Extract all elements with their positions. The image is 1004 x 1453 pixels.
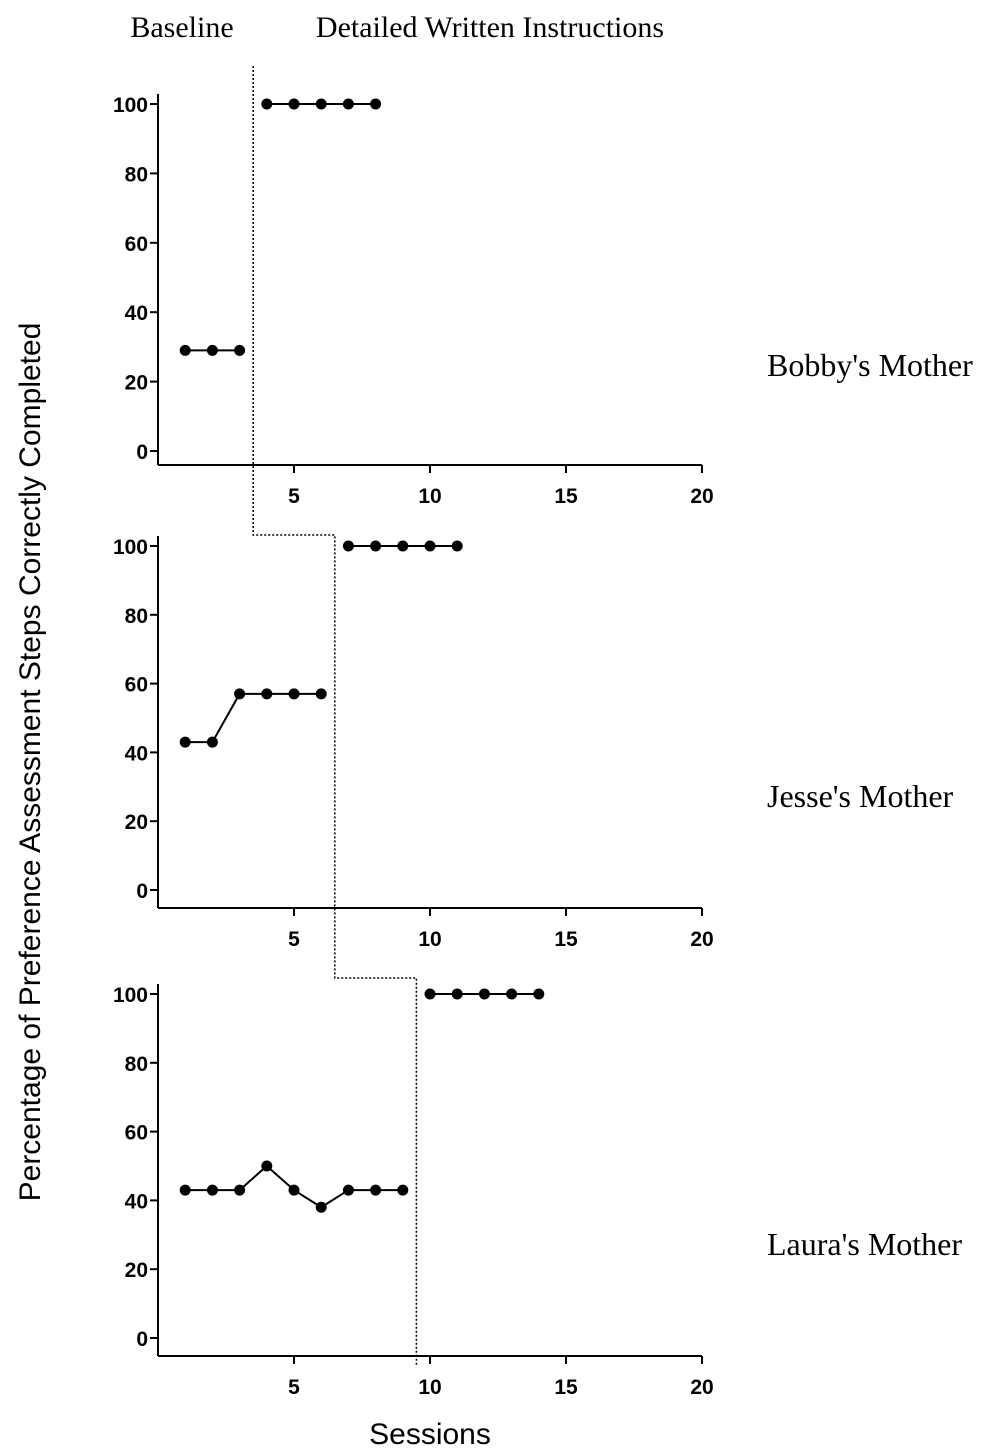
- y-tick-label: 40: [125, 302, 148, 325]
- x-tick-label: 15: [554, 485, 578, 508]
- x-tick-label: 5: [288, 1376, 300, 1399]
- y-tick-label: 20: [125, 1259, 148, 1282]
- intervention-data-point: [424, 988, 436, 1000]
- y-tick-label: 80: [125, 605, 148, 628]
- y-tick-label: 60: [125, 1122, 148, 1145]
- baseline-phase-label: Baseline: [130, 11, 233, 44]
- baseline-data-point: [206, 736, 218, 748]
- baseline-data-point: [261, 1160, 273, 1172]
- panel-1: 0 20 40 60 80 100 5 10 15 20 Bobby's Mother: [113, 94, 973, 508]
- intervention-data-point: [424, 540, 436, 552]
- panel-2: 0 20 40 60 80 100 5 10 15 20 Jesse's Mother: [113, 536, 954, 951]
- y-tick-label: 80: [125, 163, 148, 186]
- baseline-data-point: [397, 1184, 409, 1196]
- x-tick-label: 10: [418, 485, 441, 508]
- participant-label: Laura's Mother: [767, 1226, 962, 1262]
- phase-change-path: [252, 66, 418, 1365]
- x-tick-label: 15: [554, 1376, 578, 1399]
- intervention-data-point: [370, 98, 382, 110]
- baseline-data-point: [288, 688, 300, 700]
- x-tick-label: 5: [288, 928, 300, 951]
- panel-3: 0 20 40 60 80 100 5 10 15 20 Laura's Mother: [113, 984, 962, 1399]
- x-tick-label: 20: [690, 928, 713, 951]
- intervention-data-point: [478, 988, 490, 1000]
- baseline-data-point: [206, 344, 218, 356]
- y-tick-label: 60: [125, 674, 148, 697]
- baseline-data-point: [206, 1184, 218, 1196]
- intervention-data-point: [533, 988, 545, 1000]
- y-tick-label: 80: [125, 1053, 148, 1076]
- baseline-data-point: [179, 736, 191, 748]
- intervention-data-point: [342, 540, 354, 552]
- participant-label: Jesse's Mother: [767, 778, 954, 814]
- participant-label: Bobby's Mother: [767, 347, 973, 383]
- y-tick-label: 60: [125, 233, 148, 256]
- baseline-data-point: [315, 688, 327, 700]
- intervention-data-point: [506, 988, 518, 1000]
- y-tick-label: 100: [113, 984, 148, 1007]
- baseline-data-point: [234, 688, 246, 700]
- intervention-data-point: [261, 98, 273, 110]
- x-tick-label: 5: [288, 485, 300, 508]
- y-tick-label: 40: [125, 742, 148, 765]
- baseline-data-point: [234, 1184, 246, 1196]
- intervention-data-point: [397, 540, 409, 552]
- baseline-data-point: [315, 1201, 327, 1213]
- intervention-data-point: [451, 988, 463, 1000]
- baseline-series-line: [185, 692, 322, 744]
- intervention-data-point: [342, 98, 354, 110]
- intervention-data-point: [315, 98, 327, 110]
- intervention-data-point: [370, 540, 382, 552]
- baseline-data-point: [179, 344, 191, 356]
- intervention-data-point: [451, 540, 463, 552]
- baseline-data-point: [342, 1184, 354, 1196]
- baseline-data-point: [234, 344, 246, 356]
- y-tick-label: 0: [136, 880, 148, 903]
- baseline-data-point: [370, 1184, 382, 1196]
- x-tick-label: 20: [690, 485, 713, 508]
- y-tick-label: 20: [125, 372, 148, 395]
- x-tick-label: 20: [690, 1376, 713, 1399]
- phase-change-line: [252, 66, 418, 1365]
- y-tick-label: 0: [136, 441, 148, 464]
- baseline-data-point: [288, 1184, 300, 1196]
- baseline-data-point: [261, 688, 273, 700]
- intervention-data-point: [288, 98, 300, 110]
- x-tick-label: 10: [418, 1376, 441, 1399]
- x-tick-label: 15: [554, 928, 578, 951]
- y-tick-label: 0: [136, 1328, 148, 1351]
- baseline-data-point: [179, 1184, 191, 1196]
- y-tick-label: 100: [113, 536, 148, 559]
- x-axis-label: Sessions: [369, 1418, 491, 1451]
- x-tick-label: 10: [418, 928, 441, 951]
- y-tick-label: 100: [113, 94, 148, 117]
- y-axis-label: Percentage of Preference Assessment Step…: [14, 323, 47, 1202]
- y-tick-label: 20: [125, 811, 148, 834]
- y-tick-label: 40: [125, 1190, 148, 1213]
- intervention-phase-label: Detailed Written Instructions: [316, 11, 664, 44]
